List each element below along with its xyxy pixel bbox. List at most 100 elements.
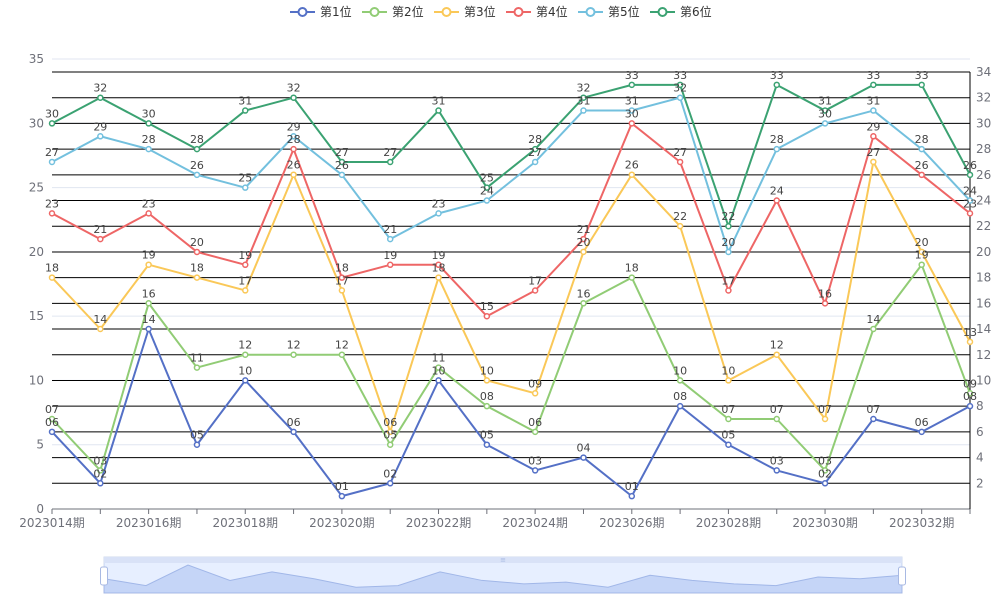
data-point[interactable] [193,248,201,256]
data-point[interactable] [676,81,684,89]
data-point[interactable] [193,145,201,153]
data-point[interactable] [145,261,152,268]
legend-item[interactable]: 第3位 [434,4,496,19]
data-point[interactable] [242,107,249,114]
data-point[interactable] [918,428,925,436]
data-point[interactable] [821,300,829,307]
data-point[interactable] [966,338,974,346]
data-point[interactable] [918,145,925,153]
data-point[interactable] [725,377,732,384]
data-point[interactable] [145,210,152,217]
legend[interactable]: 第1位 第2位 第3位 第4位 第5位 第6位 [290,4,712,19]
data-point[interactable] [773,197,780,204]
data-point[interactable] [870,81,877,89]
data-point[interactable] [628,274,636,281]
data-point[interactable] [725,287,732,294]
data-point[interactable] [821,467,829,474]
data-point[interactable] [290,428,297,436]
data-point[interactable] [918,248,925,256]
data-point[interactable] [821,120,829,127]
data-point[interactable] [48,428,56,436]
data-point[interactable] [290,351,297,358]
zoom-left-handle[interactable] [100,566,108,586]
data-point[interactable] [97,480,104,487]
data-point[interactable] [531,390,539,397]
data-point[interactable] [48,415,56,423]
data-point[interactable] [531,287,539,294]
data-point[interactable] [386,158,394,166]
data-point[interactable] [435,107,442,114]
data-point[interactable] [435,261,442,269]
data-point[interactable] [290,145,297,153]
data-point[interactable] [966,171,974,179]
data-point[interactable] [676,222,684,230]
data-point[interactable] [821,415,829,423]
data-point[interactable] [435,210,442,217]
data-point[interactable] [483,312,491,320]
data-point[interactable] [48,120,56,127]
data-point[interactable] [483,197,491,204]
data-point[interactable] [435,274,442,281]
data-point[interactable] [628,81,636,89]
data-point[interactable] [725,441,732,448]
data-point[interactable] [773,467,780,474]
legend-item[interactable]: 第6位 [650,4,712,19]
data-point[interactable] [290,171,297,178]
data-point[interactable] [386,235,394,243]
data-point[interactable] [338,287,346,294]
data-point[interactable] [145,145,152,153]
data-point[interactable] [290,94,297,101]
data-point[interactable] [386,428,394,436]
data-point[interactable] [242,377,249,384]
data-point[interactable] [145,325,152,333]
data-point[interactable] [870,158,877,166]
data-point[interactable] [531,145,539,153]
data-point[interactable] [290,133,297,140]
data-zoom-slider[interactable]: ≡ [100,556,906,594]
data-point[interactable] [531,158,539,166]
data-point[interactable] [821,107,829,114]
data-point[interactable] [966,402,974,410]
data-point[interactable] [386,480,394,487]
data-point[interactable] [193,171,201,179]
data-point[interactable] [821,480,829,487]
data-point[interactable] [628,120,636,127]
data-point[interactable] [676,402,684,410]
data-point[interactable] [145,300,152,307]
data-point[interactable] [580,235,587,243]
zoom-move-handle-icon[interactable]: ≡ [500,556,506,564]
data-point[interactable] [918,171,925,179]
data-point[interactable] [193,441,201,448]
data-point[interactable] [145,120,152,127]
data-point[interactable] [676,377,684,384]
data-point[interactable] [580,107,587,114]
data-point[interactable] [483,377,491,384]
data-point[interactable] [338,492,346,500]
data-point[interactable] [338,351,346,358]
data-point[interactable] [628,107,636,114]
data-point[interactable] [870,325,877,333]
data-point[interactable] [242,261,249,269]
data-point[interactable] [580,300,587,307]
data-point[interactable] [48,210,56,217]
data-point[interactable] [338,158,346,166]
data-point[interactable] [773,145,780,153]
data-point[interactable] [580,94,587,101]
data-point[interactable] [966,390,974,397]
data-point[interactable] [580,454,587,461]
data-point[interactable] [676,94,684,101]
data-point[interactable] [773,81,780,89]
data-point[interactable] [483,402,491,410]
data-point[interactable] [97,235,104,243]
data-point[interactable] [870,415,877,423]
data-point[interactable] [531,428,539,436]
data-point[interactable] [48,158,56,166]
zoom-move-bar[interactable] [104,557,902,563]
data-point[interactable] [676,158,684,166]
legend-item[interactable]: 第1位 [290,4,352,19]
data-point[interactable] [628,171,636,178]
data-point[interactable] [870,107,877,114]
data-point[interactable] [773,415,780,423]
data-point[interactable] [97,467,104,474]
data-point[interactable] [193,274,201,281]
